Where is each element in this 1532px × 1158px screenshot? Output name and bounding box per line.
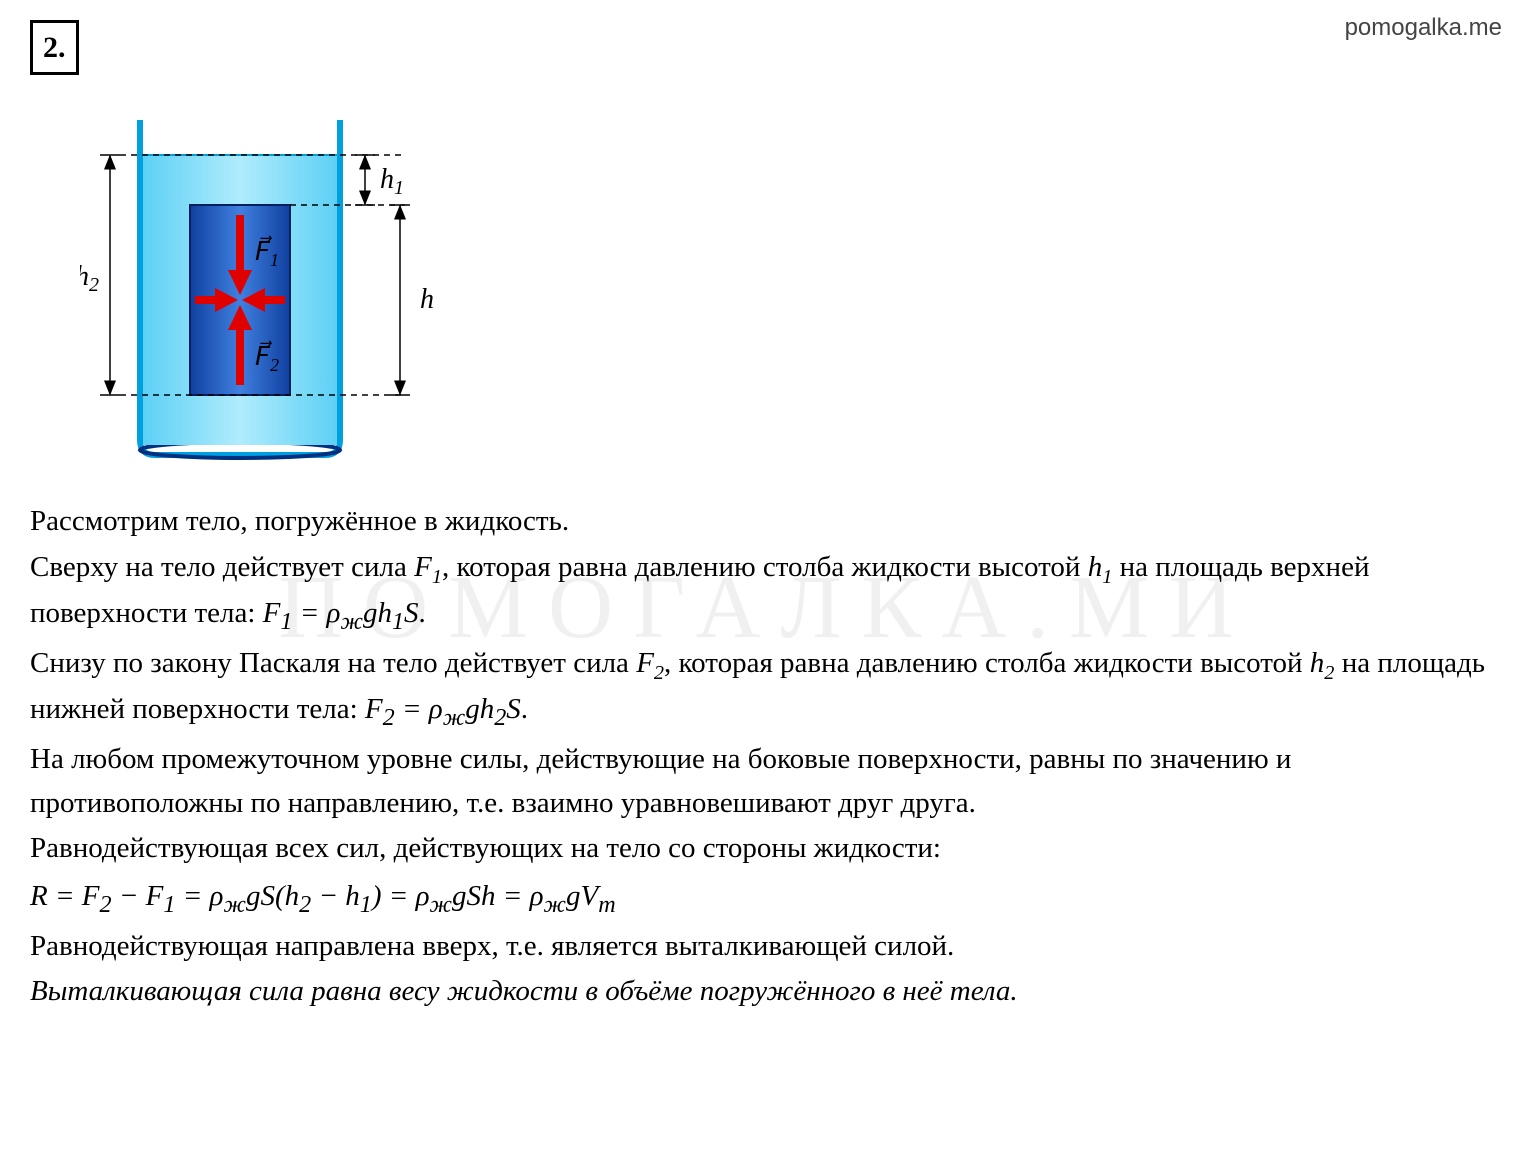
- solution-text: Рассмотрим тело, погружённое в жидкость.…: [30, 500, 1502, 1014]
- buoyancy-diagram: F⃗1 F⃗2 h1 h h2: [80, 100, 480, 480]
- svg-text:h2: h2: [80, 261, 99, 296]
- formula-F2: F2 = ρжgh2S: [365, 693, 521, 725]
- paragraph-5: Равнодействующая всех сил, действующих н…: [30, 827, 1502, 871]
- watermark-top: pomogalka.me: [1345, 10, 1502, 46]
- paragraph-1: Рассмотрим тело, погружённое в жидкость.: [30, 500, 1502, 544]
- paragraph-3: Снизу по закону Паскаля на тело действуе…: [30, 642, 1502, 736]
- paragraph-6: Равнодействующая направлена вверх, т.е. …: [30, 925, 1502, 969]
- paragraph-2: Сверху на тело действует сила F1, котора…: [30, 546, 1502, 640]
- svg-text:h: h: [420, 284, 434, 315]
- paragraph-4: На любом промежуточном уровне силы, дейс…: [30, 738, 1502, 825]
- formula-F1: F1 = ρжgh1S: [263, 597, 419, 629]
- paragraph-conclusion: Выталкивающая сила равна весу жидкости в…: [30, 970, 1502, 1014]
- problem-number-box: 2.: [30, 20, 79, 75]
- formula-resultant: R = F2 − F1 = ρжgS(h2 − h1) = ρжgSh = ρж…: [30, 875, 1502, 923]
- svg-text:h1: h1: [380, 164, 404, 199]
